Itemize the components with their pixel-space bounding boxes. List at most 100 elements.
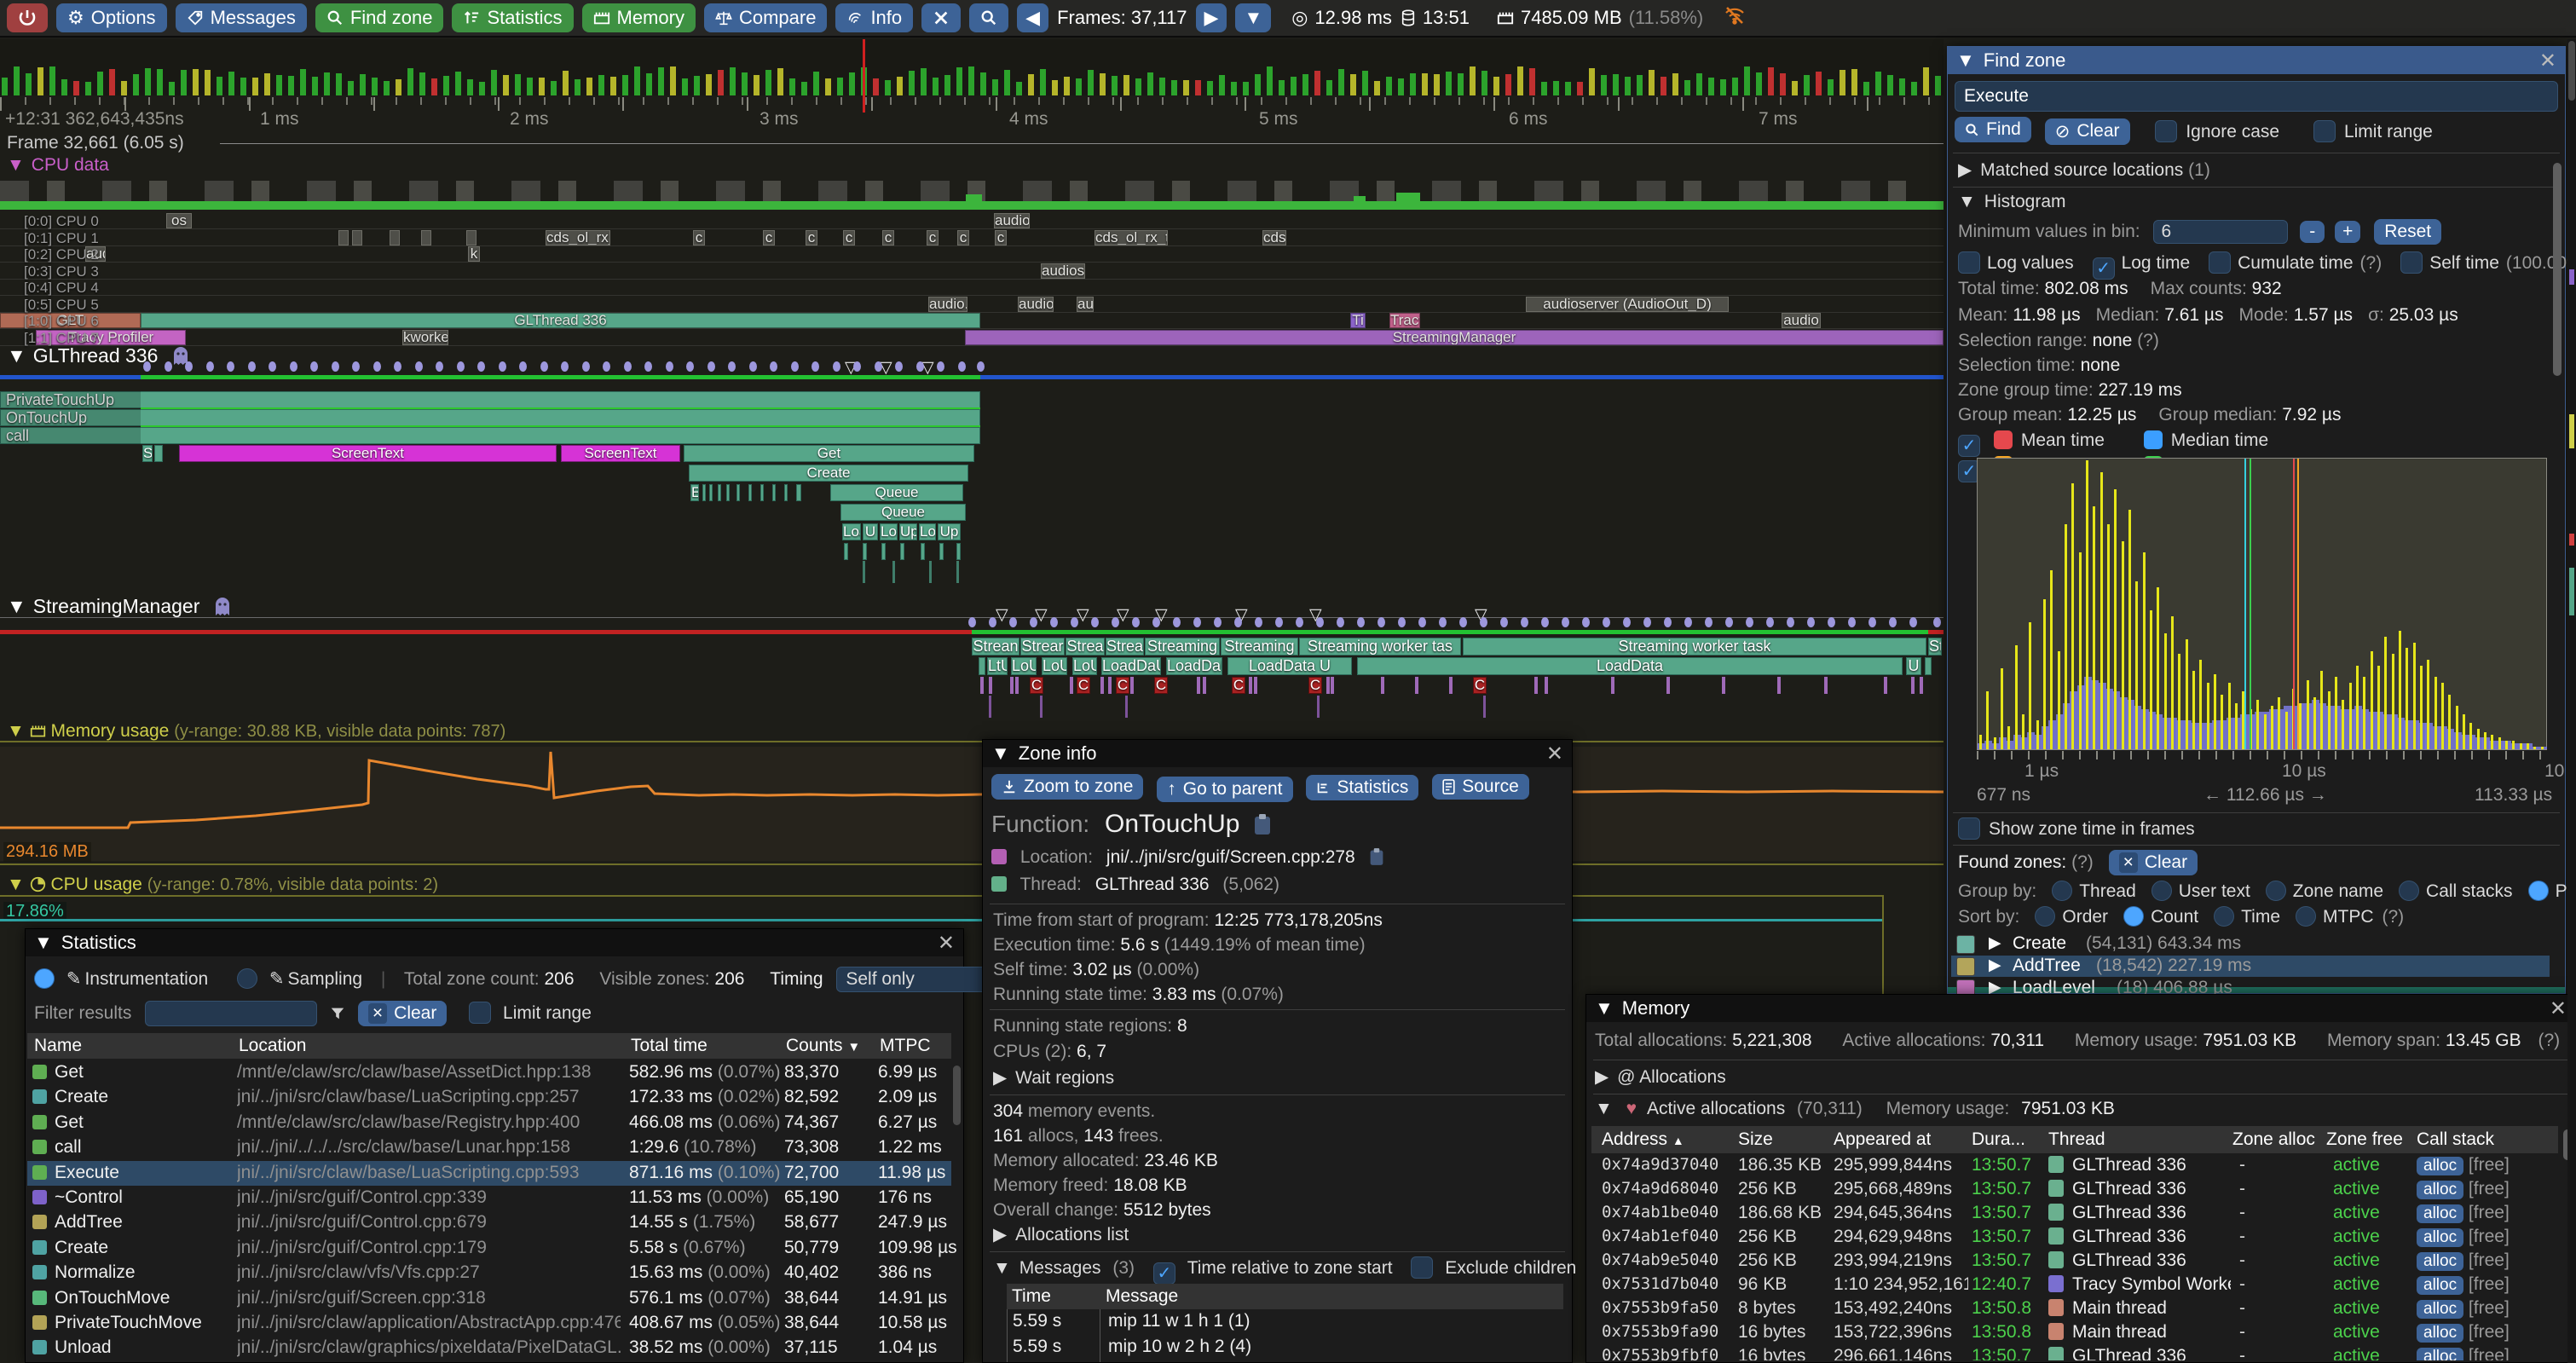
compare-button[interactable]: Compare	[703, 3, 828, 32]
trace-zone[interactable]: Lo	[919, 523, 936, 540]
found-zone-item[interactable]: ▶ Create (54,131) 643.34 ms	[1951, 933, 2550, 955]
table-row[interactable]: 0x74ab1be040 186.68 KB 294,645,364ns 13:50.…	[1595, 1201, 2539, 1225]
log-values-checkbox[interactable]	[1958, 251, 1980, 274]
msg-tick[interactable]	[1010, 677, 1014, 694]
glthread-section-header[interactable]: ▼ GLThread 336	[7, 344, 189, 367]
cpu-zone[interactable]: kworker/u	[402, 329, 448, 345]
msg-tick[interactable]	[1884, 677, 1887, 694]
crash-zone[interactable]: C	[1077, 677, 1090, 694]
cpu-plot-header[interactable]: ▼ CPU usage (y-range: 0.78%, visible dat…	[7, 875, 438, 894]
sample-dot[interactable]	[1337, 617, 1344, 627]
statistics-scrollbar[interactable]	[953, 1066, 961, 1125]
msg-tick[interactable]	[1824, 677, 1828, 694]
message-row[interactable]: 5.59 s mip 11 w 1 h 1 (1)	[1007, 1309, 1563, 1335]
streaming-section-header[interactable]: ▼ StreamingManager	[7, 595, 231, 618]
sample-dot[interactable]	[143, 361, 151, 372]
sample-dot[interactable]	[1357, 617, 1365, 627]
sample-dot[interactable]	[164, 361, 172, 372]
sample-dot[interactable]	[989, 617, 996, 627]
sample-dot[interactable]	[1500, 617, 1508, 627]
find-zone-button[interactable]: Find zone	[315, 3, 444, 32]
table-row[interactable]: 0x74a9d68040 256 KB 295,668,489ns 13:50.7 GL…	[1595, 1177, 2539, 1201]
sample-dot[interactable]	[1643, 617, 1651, 627]
cpu-zone[interactable]: c	[927, 229, 939, 245]
cpu-zone[interactable]: audioser	[1041, 263, 1085, 279]
close-icon[interactable]: ✕	[937, 931, 955, 955]
power-button[interactable]	[7, 3, 48, 32]
streaming-zone[interactable]: Strear	[1020, 638, 1065, 656]
sample-dot[interactable]	[1091, 617, 1099, 627]
sample-dot[interactable]	[1603, 617, 1610, 627]
sample-dot[interactable]	[1316, 617, 1324, 627]
trace-zone[interactable]: Get	[684, 445, 974, 462]
sample-dot[interactable]	[394, 361, 401, 372]
msg-tick[interactable]	[1381, 677, 1384, 694]
trace-zone[interactable]: U	[863, 523, 878, 540]
glthread-zone[interactable]: call	[0, 427, 980, 444]
loaddata-zone[interactable]: LoadData U	[1227, 657, 1352, 675]
msg-tick[interactable]	[1666, 677, 1670, 694]
sample-dot[interactable]	[1909, 617, 1917, 627]
sample-dot[interactable]	[1562, 617, 1569, 627]
trace-zone[interactable]	[709, 484, 713, 501]
cpu-zone[interactable]: c	[882, 229, 894, 245]
loaddata-zone[interactable]: U	[1906, 657, 1921, 675]
collapse-icon[interactable]: ▼	[991, 742, 1010, 764]
cpu-zone[interactable]: c	[763, 229, 775, 245]
trace-zone[interactable]	[956, 543, 961, 560]
sample-dot[interactable]	[185, 361, 193, 372]
sample-dot[interactable]	[331, 361, 339, 372]
source-button[interactable]: Source	[1432, 774, 1529, 800]
trace-zone[interactable]	[736, 484, 740, 501]
msg-tick[interactable]	[1254, 677, 1257, 694]
cpu-zone[interactable]: c	[806, 229, 817, 245]
crash-zone[interactable]: C	[1030, 677, 1043, 694]
msg-tick[interactable]	[1100, 677, 1104, 694]
find-zone-histogram[interactable]	[1977, 458, 2547, 750]
sample-dot[interactable]	[227, 361, 234, 372]
sample-dot[interactable]	[414, 361, 423, 372]
go-to-parent-button[interactable]: ↑ Go to parent	[1157, 777, 1293, 802]
cpu-zone[interactable]: GLT	[0, 313, 141, 328]
allocations-list-expander[interactable]: ▶ Allocations list	[993, 1225, 1129, 1245]
table-row[interactable]: Create jni/../jni/src/guif/Control.cpp:17…	[27, 1236, 957, 1261]
msg-tick[interactable]	[980, 677, 984, 694]
trace-zone[interactable]: S	[142, 445, 153, 462]
loaddata-zone[interactable]: LoadDaU	[1101, 657, 1161, 675]
table-row[interactable]: Get/mnt/e/claw/src/claw/base/AssetDict.h…	[27, 1060, 951, 1085]
table-row[interactable]: 0x7553b9fa50 8 bytes 153,492,240ns 13:50.8 M…	[1595, 1297, 2539, 1320]
thread-radio[interactable]	[2052, 881, 2073, 901]
count-radio[interactable]	[2123, 906, 2145, 927]
sample-dot[interactable]	[644, 361, 652, 372]
loaddata-zone[interactable]	[979, 657, 985, 675]
alloc-button[interactable]: alloc	[2417, 1276, 2464, 1295]
msg-tick[interactable]	[1534, 677, 1538, 694]
sample-dot[interactable]	[1214, 617, 1222, 627]
cpu-zone[interactable]: k	[468, 246, 480, 262]
close-icon[interactable]: ✕	[1545, 742, 1563, 765]
trace-zone[interactable]	[748, 484, 752, 501]
zone-info-titlebar[interactable]: ▼ Zone info ✕	[983, 740, 1572, 767]
tools-button[interactable]	[921, 3, 962, 32]
cpu-zone[interactable]: Tracy	[1389, 313, 1420, 328]
msg-tick[interactable]	[1722, 677, 1725, 694]
loaddata-zone[interactable]: LoU	[1011, 657, 1037, 675]
alloc-button[interactable]: alloc	[2417, 1204, 2464, 1223]
table-row[interactable]: ~Control jni/../jni/src/guif/Control.cpp:…	[27, 1186, 951, 1210]
frames-overview-strip[interactable]	[0, 39, 1944, 95]
trace-zone[interactable]	[844, 543, 848, 560]
table-row[interactable]: 0x7553b9fbf0 16 bytes 296,661,146ns 13:50.7…	[1595, 1344, 2539, 1360]
sample-dot[interactable]	[1255, 617, 1262, 627]
memory-button[interactable]: Memory	[581, 3, 696, 32]
trace-zone[interactable]	[939, 543, 944, 560]
clear-button[interactable]: ⊘ Clear	[2044, 118, 2130, 145]
cpu-zone[interactable]	[421, 229, 431, 245]
msg-tick[interactable]	[1249, 677, 1252, 694]
collapse-icon[interactable]: ▼	[1595, 997, 1614, 1019]
loaddata-zone[interactable]: LoU	[1042, 657, 1067, 675]
msg-tick[interactable]	[1920, 677, 1923, 694]
frame-marker-icon[interactable]: ▽	[1117, 606, 1129, 624]
sample-dot[interactable]	[1684, 617, 1692, 627]
cpu-zone[interactable]: aud	[85, 246, 106, 262]
